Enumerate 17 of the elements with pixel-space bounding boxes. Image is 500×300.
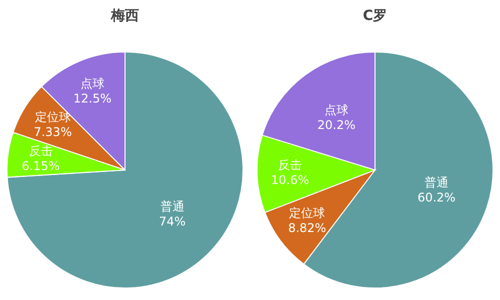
data-label: 10.6% xyxy=(271,172,310,187)
slice-label: 普通 xyxy=(160,199,184,214)
data-label: 12.5% xyxy=(73,92,112,106)
slice-label: 点球 xyxy=(324,102,348,117)
slice-label: 定位球 xyxy=(289,206,326,220)
slice-label: 普通 xyxy=(424,176,449,190)
slice-label: 反击 xyxy=(28,144,53,158)
chart-title: 梅西 xyxy=(110,8,139,24)
data-label: 8.82% xyxy=(288,221,326,236)
data-label: 74% xyxy=(158,214,186,228)
chart-title: C罗 xyxy=(362,8,388,24)
slice-label: 点球 xyxy=(80,76,104,91)
data-label: 60.2% xyxy=(417,190,456,205)
data-label: 20.2% xyxy=(317,118,356,132)
data-label: 6.15% xyxy=(22,158,60,173)
data-label: 7.33% xyxy=(34,125,72,140)
slice-label: 反击 xyxy=(278,158,302,172)
